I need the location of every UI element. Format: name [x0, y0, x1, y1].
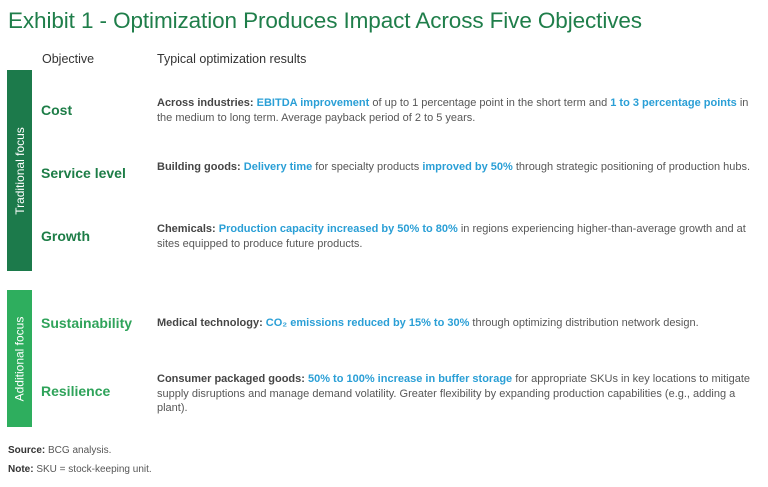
result-sustainability-text: through optimizing distribution network … [469, 317, 699, 329]
result-cost-highlight-1: EBITDA improvement [256, 97, 370, 109]
result-resilience: Consumer packaged goods: 50% to 100% inc… [157, 372, 757, 416]
objective-sustainability: Sustainability [41, 315, 133, 331]
footnote: Note: SKU = stock-keeping unit. [8, 464, 152, 475]
source-label: Source: [8, 445, 46, 456]
result-growth-text: in regions experiencing higher-than-aver… [157, 223, 746, 250]
objective-growth: Growth [41, 228, 90, 244]
result-service-level-highlight-2: improved by 50% [422, 161, 513, 173]
result-sustainability: Medical technology: CO₂ emissions reduce… [157, 316, 757, 331]
traditional-focus-label: Traditional focus [12, 126, 27, 215]
result-cost: Across industries: EBITDA improvement of… [157, 96, 757, 125]
source-note: Source: BCG analysis. [8, 445, 111, 456]
result-service-level-text-2: through strategic positioning of product… [512, 161, 751, 173]
objective-column-header: Objective [42, 52, 95, 66]
additional-focus-band: Additional focus [7, 290, 32, 427]
note-label: Note: [8, 464, 34, 475]
result-cost-highlight-2: 1 to 3 percentage points [610, 97, 737, 109]
result-growth-label: Chemicals: [157, 223, 219, 235]
result-service-level-text-1: for specialty products [312, 161, 423, 173]
source-text: BCG analysis. [45, 445, 112, 456]
results-column-header: Typical optimization results [157, 52, 307, 66]
result-resilience-highlight: 50% to 100% increase in buffer storage [307, 373, 513, 385]
result-cost-text-1: of up to 1 percentage point in the short… [369, 97, 611, 109]
additional-focus-label: Additional focus [12, 316, 27, 401]
exhibit-title: Exhibit 1 - Optimization Produces Impact… [8, 8, 642, 33]
objective-service-level: Service level [41, 165, 126, 181]
objective-resilience: Resilience [41, 383, 111, 399]
result-growth-highlight: Production capacity increased by 50% to … [218, 223, 458, 235]
result-cost-text-2: in the medium to long term. Average payb… [157, 97, 749, 124]
result-growth: Chemicals: Production capacity increased… [157, 222, 757, 251]
objective-cost: Cost [41, 102, 73, 118]
result-sustainability-label: Medical technology: [157, 317, 266, 329]
traditional-focus-band: Traditional focus [7, 70, 32, 271]
result-service-level-label: Building goods: [157, 161, 244, 173]
result-sustainability-highlight: CO₂ emissions reduced by 15% to 30% [265, 317, 470, 329]
result-resilience-text: for appropriate SKUs in key locations to… [157, 373, 751, 414]
note-text: SKU = stock-keeping unit. [33, 464, 152, 475]
result-service-level: Building goods: Delivery time for specia… [157, 160, 757, 175]
result-resilience-label: Consumer packaged goods: [157, 373, 308, 385]
result-service-level-highlight-1: Delivery time [243, 161, 313, 173]
result-cost-label: Across industries: [157, 97, 257, 109]
